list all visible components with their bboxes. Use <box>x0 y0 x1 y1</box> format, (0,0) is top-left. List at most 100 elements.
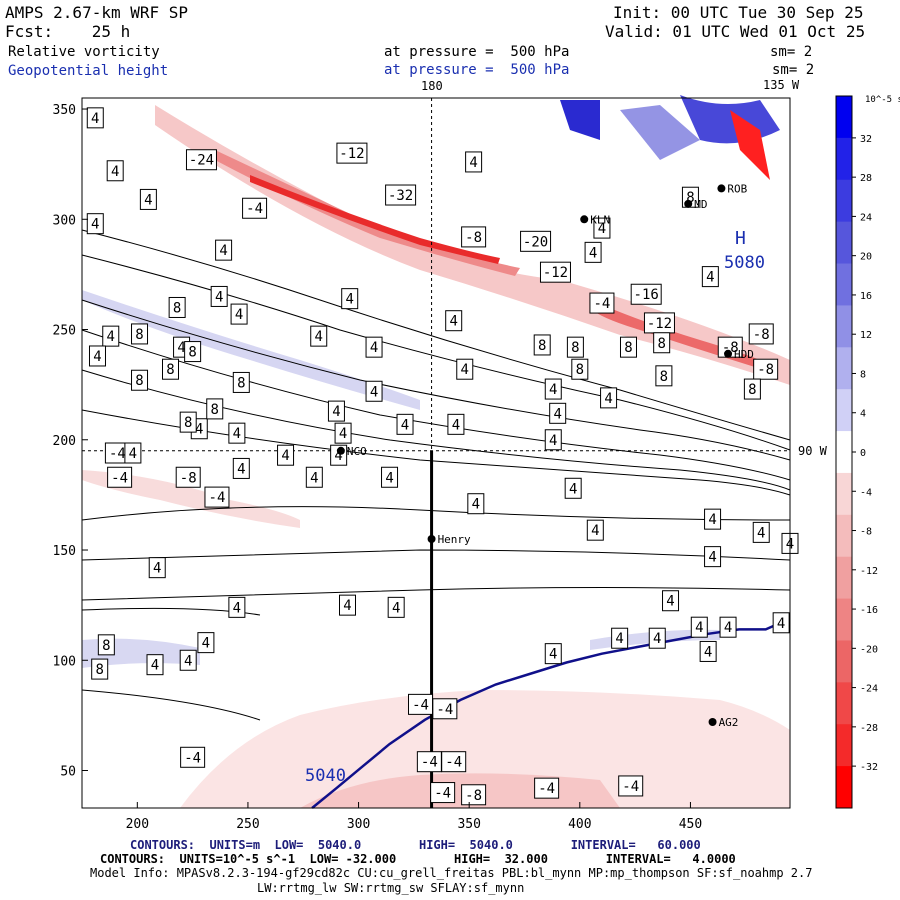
contour-label-box <box>753 358 779 380</box>
contour-label: 4 <box>456 358 474 380</box>
y-tick-label: 300 <box>53 213 76 228</box>
contour-label-box <box>701 266 719 288</box>
colorbar-segment <box>836 556 852 600</box>
contour-label-box <box>600 387 618 409</box>
contour-label-text: 8 <box>102 638 110 654</box>
contour-label-box <box>589 292 615 314</box>
contour-label: 4 <box>719 616 737 638</box>
contour-label: -24 <box>185 149 217 171</box>
contour-label-box <box>180 746 206 768</box>
contour-label-text: 8 <box>135 327 143 343</box>
contour-label-box <box>230 303 248 325</box>
contour-label: -4 <box>107 466 133 488</box>
contour-label-text: -4 <box>111 470 128 486</box>
contour-label: 4 <box>228 422 246 444</box>
colorbar-tick-label: -8 <box>860 527 872 538</box>
contour-label-text: 8 <box>538 338 546 354</box>
contour-label: 8 <box>653 332 671 354</box>
x-tick-label: 450 <box>679 817 702 832</box>
contour-label-box <box>549 402 567 424</box>
contour-label: 8 <box>97 634 115 656</box>
contour-label: 4 <box>232 457 250 479</box>
contour-label-text: 4 <box>111 164 119 180</box>
footer-model-info: Model Info: MPASv8.2.3-194-gf29cd82c CU:… <box>90 866 813 880</box>
contour-label-box <box>743 378 761 400</box>
contour-label-box <box>748 323 774 345</box>
contour-label-text: 4 <box>549 647 557 663</box>
contour-label: 8 <box>91 658 109 680</box>
x-tick-label: 350 <box>457 817 480 832</box>
station-marker: NCO <box>336 445 367 458</box>
contour-label-text: -4 <box>246 201 263 217</box>
contour-label-box <box>432 698 458 720</box>
colorbar-segment <box>836 347 852 390</box>
field1-level: at pressure = 500 hPa <box>384 44 570 60</box>
contour-label: 4 <box>611 627 629 649</box>
contour-label: 4 <box>701 266 719 288</box>
contour-label-box <box>232 371 250 393</box>
contour-label-box <box>86 107 104 129</box>
contour-label-text: 4 <box>153 561 161 577</box>
contour-label-box <box>146 654 164 676</box>
contour-label-text: -4 <box>184 750 201 766</box>
contour-label-text: 8 <box>686 190 694 206</box>
contour-label: -12 <box>643 312 675 334</box>
colorbar-tick-label: -20 <box>860 644 878 655</box>
contour-label: -4 <box>408 693 434 715</box>
contour-label-text: 4 <box>777 616 785 632</box>
contour-label-text: 4 <box>235 307 243 323</box>
colorbar-segment <box>836 221 852 265</box>
colorbar-segment <box>836 640 852 683</box>
contour-label-text: -4 <box>622 779 639 795</box>
contour-label-box <box>210 285 228 307</box>
contour-label: -8 <box>175 466 201 488</box>
contour-label-box <box>655 365 673 387</box>
contour-label-box <box>520 230 552 252</box>
contour-label: 4 <box>445 310 463 332</box>
contour-label-box <box>277 444 295 466</box>
colorbar-segment <box>836 598 852 641</box>
contour-label: 4 <box>752 521 770 543</box>
contour-label-text: 4 <box>401 417 409 433</box>
contour-label: 4 <box>704 508 722 530</box>
contour-label-box <box>385 184 417 206</box>
contour-label: 8 <box>131 323 149 345</box>
contour-label-text: 4 <box>332 404 340 420</box>
contour-label: -20 <box>520 230 552 252</box>
contour-label-box <box>593 217 611 239</box>
contour-label-box <box>124 442 142 464</box>
contour-label-text: 4 <box>281 448 289 464</box>
contour-label: 4 <box>544 429 562 451</box>
contour-label-text: -4 <box>434 786 451 802</box>
contour-label-text: 4 <box>184 653 192 669</box>
contour-label: 4 <box>106 160 124 182</box>
contour-label: 4 <box>381 466 399 488</box>
contour-label: 4 <box>179 649 197 671</box>
contour-label-box <box>310 325 328 347</box>
contour-label-box <box>179 649 197 671</box>
colorbar-tick-label: -24 <box>860 684 878 695</box>
contour-label: 8 <box>566 336 584 358</box>
contour-label-text: 4 <box>708 512 716 528</box>
contour-label-text: -4 <box>594 296 611 312</box>
contour-label: 4 <box>334 422 352 444</box>
field1-smooth: sm= 2 <box>770 44 813 60</box>
contour-label-text: 4 <box>708 550 716 566</box>
contour-label: -4 <box>204 486 230 508</box>
colorbar-tick-label: 12 <box>860 330 872 341</box>
contour-label-box <box>456 358 474 380</box>
contour-label-text: 4 <box>385 470 393 486</box>
contour-label: 4 <box>86 107 104 129</box>
contour-label: 4 <box>600 387 618 409</box>
lon-90w-label: 90 W <box>798 444 827 458</box>
contour-label-text: 4 <box>472 497 480 513</box>
colorbar-segment <box>836 766 852 809</box>
x-tick-label: 250 <box>236 817 259 832</box>
contour-label-box <box>699 640 717 662</box>
contour-label: 4 <box>396 413 414 435</box>
contour-label: -4 <box>441 751 467 773</box>
contour-label-box <box>88 345 106 367</box>
colorbar-segment <box>836 96 852 139</box>
contour-label-text: 4 <box>549 433 557 449</box>
contour-label: 8 <box>619 336 637 358</box>
